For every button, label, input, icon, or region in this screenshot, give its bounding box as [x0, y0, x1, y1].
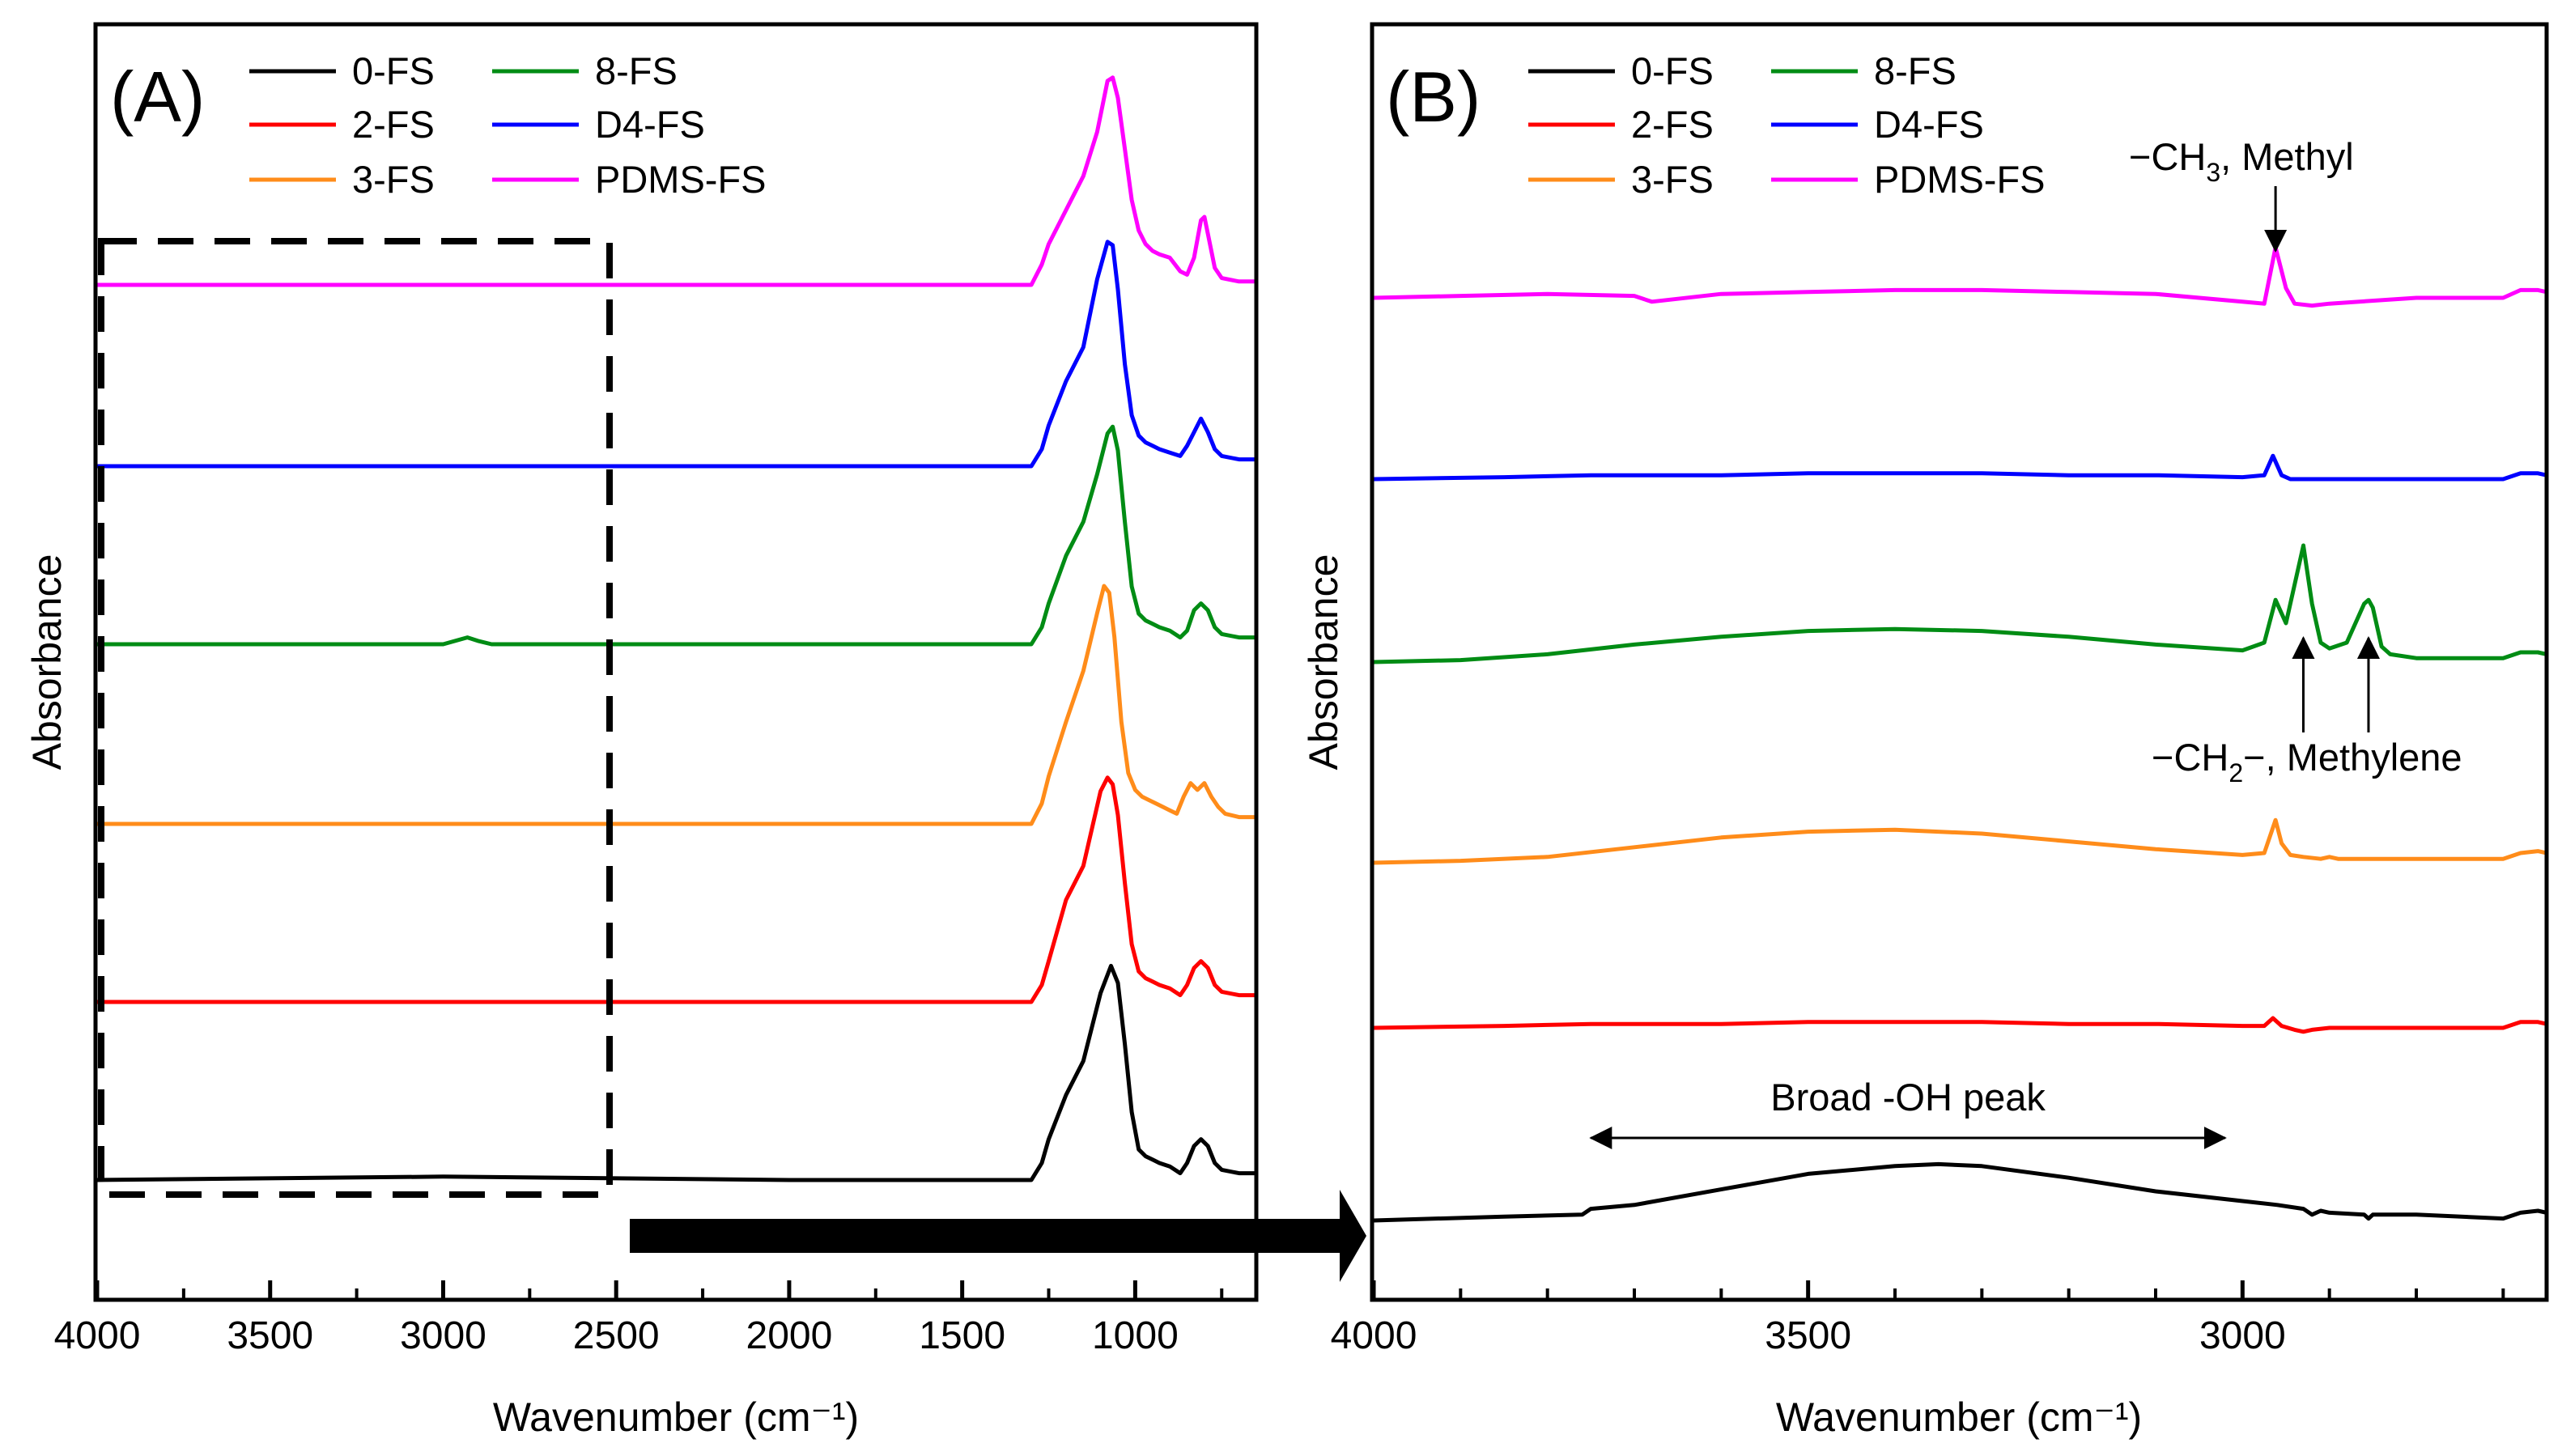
panel-b-legend-label-3-fs: 3-FS: [1631, 158, 1714, 201]
panel-a-legend-label-pdms-fs: PDMS-FS: [595, 158, 767, 201]
panel-b-x-axis-title: Wavenumber (cm⁻¹): [1776, 1394, 2142, 1440]
panel-b-legend-label-0-fs: 0-FS: [1631, 49, 1714, 92]
panel-a-label: (A): [110, 57, 205, 137]
panel-a-series-line-2-fs: [97, 775, 1256, 1004]
panel-b-series-line-pdms-fs: [1374, 245, 2547, 308]
panel-a-legend-label-2-fs: 2-FS: [352, 103, 435, 146]
panel-a-series-line-0-fs: [97, 963, 1256, 1182]
panel-a-legend-label-3-fs: 3-FS: [352, 158, 435, 201]
panel-b-series-line-8-fs: [1374, 543, 2547, 664]
panel-b-plot-frame: [1370, 22, 2549, 1302]
panel-a: 4000 3500 3000 2500 2000 1500 1000 0-FS 2-FS 3-F…: [24, 22, 1259, 1440]
panel-b-x-tick-label: 3000: [2199, 1314, 2286, 1357]
panel-b-series-line-0-fs: [1374, 1161, 2547, 1223]
panel-a-plot-frame: [93, 22, 1259, 1302]
panel-a-legend-label-0-fs: 0-FS: [352, 49, 435, 92]
panel-a-x-tick-label: 3000: [400, 1314, 486, 1357]
panel-a-series-line-pdms-fs: [97, 75, 1256, 287]
broad-oh-peak-label: Broad -OH peak: [1770, 1076, 2046, 1119]
panel-a-series-line-d4-fs: [97, 240, 1256, 469]
panel-a-dashed-box: [98, 238, 613, 1198]
panel-a-legend-label-8-fs: 8-FS: [595, 49, 678, 92]
panel-a-x-tick-label: 2500: [573, 1314, 660, 1357]
panel-a-y-axis-title: Absorbance: [24, 554, 70, 770]
panel-b-legend-label-pdms-fs: PDMS-FS: [1874, 158, 2046, 201]
panel-a-x-tick-label: 2000: [746, 1314, 833, 1357]
panel-b: 4000 3500 3000 0-FS 2-FS 3-FS 8-FS D4-FS PDMS-F…: [1301, 22, 2549, 1440]
panel-b-x-tick-label: 3500: [1765, 1314, 1851, 1357]
methyl-annotation-label: −CH3, Methyl: [2129, 135, 2354, 187]
panel-a-legend-label-d4-fs: D4-FS: [595, 103, 705, 146]
panel-a-series-line-8-fs: [97, 424, 1256, 647]
panel-a-x-tick-label: 1000: [1092, 1314, 1179, 1357]
methylene-annotation-label: −CH2−, Methylene: [2152, 736, 2462, 787]
panel-b-label: (B): [1386, 57, 1481, 137]
panel-a-x-tick-label: 3500: [227, 1314, 313, 1357]
panel-b-x-tick-label: 4000: [1331, 1314, 1417, 1357]
panel-a-series-line-3-fs: [97, 584, 1256, 826]
panel-b-series-line-3-fs: [1374, 817, 2547, 865]
panel-b-series-line-2-fs: [1374, 1016, 2547, 1034]
panel-a-x-tick-label: 4000: [54, 1314, 141, 1357]
zoom-connector-arrow: [630, 1190, 1366, 1282]
panel-b-legend-label-8-fs: 8-FS: [1874, 49, 1957, 92]
panel-b-legend-label-d4-fs: D4-FS: [1874, 103, 1984, 146]
panel-b-y-axis-title: Absorbance: [1301, 554, 1346, 770]
panel-a-x-tick-label: 1500: [919, 1314, 1005, 1357]
panel-b-series-line-d4-fs: [1374, 453, 2547, 482]
panel-b-legend-label-2-fs: 2-FS: [1631, 103, 1714, 146]
panel-a-x-axis-title: Wavenumber (cm⁻¹): [493, 1394, 859, 1440]
